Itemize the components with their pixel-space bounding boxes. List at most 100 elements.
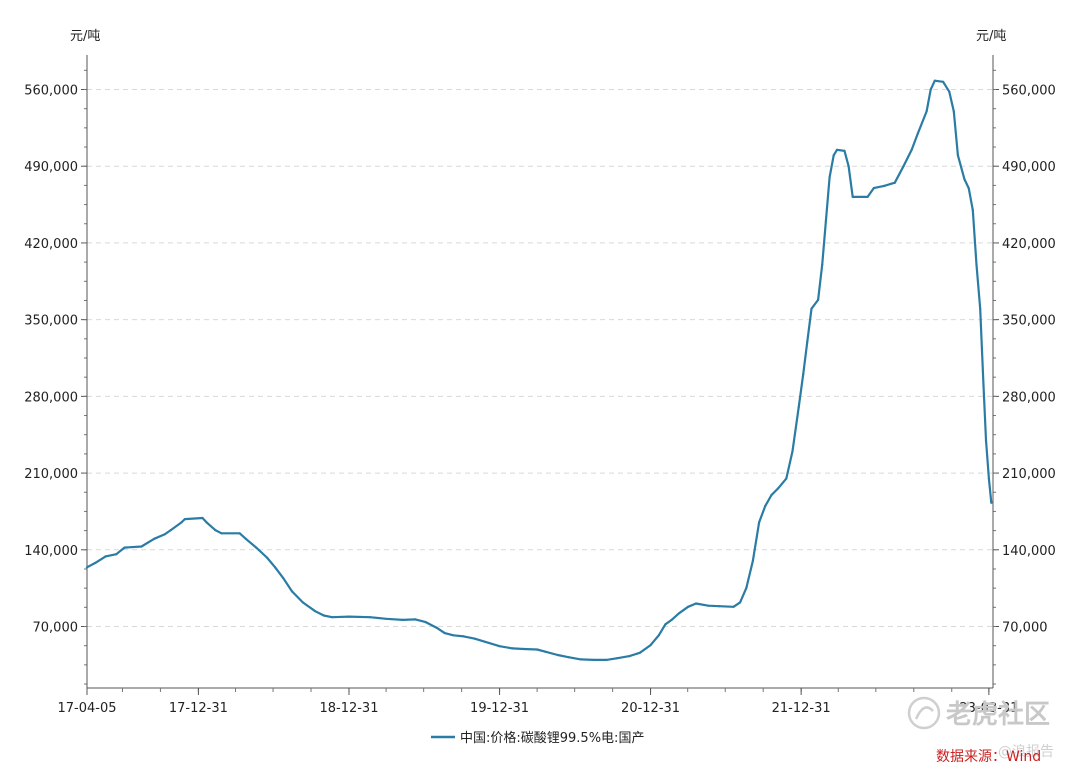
watermark: 老虎社区 @浪报告 bbox=[907, 696, 1054, 760]
data-point bbox=[751, 559, 755, 562]
data-point bbox=[948, 90, 951, 93]
data-point bbox=[843, 149, 846, 152]
data-point bbox=[638, 651, 641, 654]
data-point bbox=[104, 555, 107, 558]
data-point bbox=[785, 477, 788, 480]
data-point bbox=[802, 373, 805, 376]
data-point bbox=[893, 181, 896, 184]
grid-lines bbox=[87, 89, 993, 627]
data-point bbox=[984, 439, 988, 442]
data-point bbox=[872, 187, 875, 190]
data-point bbox=[828, 176, 831, 179]
data-point bbox=[797, 406, 800, 409]
data-point bbox=[987, 477, 991, 480]
x-tick-label: 17-12-31 bbox=[169, 701, 228, 716]
data-point bbox=[290, 590, 294, 593]
data-point bbox=[274, 566, 277, 569]
y-tick-label-right: 420,000 bbox=[1002, 237, 1056, 252]
y-tick-label-right: 70,000 bbox=[1002, 621, 1048, 636]
x-tick-label: 17-04-05 bbox=[57, 701, 116, 716]
data-point bbox=[322, 614, 325, 617]
data-point bbox=[282, 577, 285, 580]
data-point bbox=[265, 556, 268, 559]
data-point bbox=[866, 195, 869, 198]
data-point bbox=[115, 553, 118, 556]
data-point bbox=[414, 618, 417, 621]
data-point bbox=[385, 617, 388, 620]
data-point bbox=[347, 615, 351, 618]
data-point bbox=[883, 184, 886, 187]
y-tick-label-right: 210,000 bbox=[1002, 467, 1056, 482]
data-point bbox=[205, 521, 208, 524]
x-tick-label: 18-12-31 bbox=[319, 701, 378, 716]
data-point bbox=[522, 647, 526, 651]
x-tick-label: 20-12-31 bbox=[621, 701, 680, 716]
data-point bbox=[314, 610, 317, 613]
series-layer bbox=[85, 79, 993, 662]
watermark-logo-icon bbox=[907, 696, 941, 730]
data-point bbox=[244, 537, 247, 540]
x-tick-label: 21-12-31 bbox=[772, 701, 831, 716]
data-point bbox=[758, 521, 761, 524]
data-point bbox=[498, 645, 501, 648]
data-point bbox=[214, 529, 217, 532]
data-point bbox=[990, 501, 993, 504]
data-point bbox=[567, 656, 570, 659]
data-point bbox=[967, 187, 970, 190]
y-tick-label-right: 350,000 bbox=[1002, 314, 1056, 329]
data-point bbox=[916, 132, 920, 135]
data-point bbox=[824, 219, 828, 223]
data-point bbox=[707, 604, 710, 607]
data-point bbox=[511, 647, 514, 650]
data-point bbox=[971, 209, 974, 212]
data-point bbox=[910, 148, 913, 151]
y-tick-label-right: 490,000 bbox=[1002, 160, 1056, 175]
data-point bbox=[670, 618, 673, 622]
data-point bbox=[694, 602, 698, 605]
y-tick-label-right: 280,000 bbox=[1002, 390, 1056, 405]
data-point bbox=[579, 658, 582, 661]
data-point bbox=[963, 178, 966, 181]
data-point bbox=[462, 635, 465, 638]
data-point bbox=[739, 601, 742, 604]
data-point bbox=[544, 650, 547, 653]
data-point bbox=[605, 658, 608, 662]
data-point bbox=[777, 487, 780, 490]
x-tick-label: 19-12-31 bbox=[470, 701, 529, 716]
data-point bbox=[238, 532, 241, 535]
tick-labels: 70,000 70,000 140,000 140,000 210,000 210,000… bbox=[24, 84, 1056, 717]
data-point bbox=[902, 165, 905, 168]
data-point bbox=[443, 632, 446, 635]
data-point bbox=[806, 340, 809, 343]
data-point bbox=[791, 450, 794, 453]
data-point bbox=[925, 110, 928, 113]
data-point bbox=[832, 154, 835, 157]
data-point bbox=[169, 529, 172, 532]
legend: 中国:价格:碳酸锂99.5%电:国产 bbox=[431, 730, 644, 746]
data-point bbox=[847, 165, 850, 168]
data-point bbox=[368, 616, 372, 619]
data-point bbox=[956, 154, 960, 157]
data-point bbox=[473, 637, 476, 640]
data-point bbox=[592, 658, 595, 662]
y-tick-label-left: 280,000 bbox=[24, 390, 78, 405]
y-tick-label-left: 70,000 bbox=[33, 621, 79, 636]
y-tick-label-left: 560,000 bbox=[24, 84, 78, 99]
data-point bbox=[201, 516, 204, 520]
data-point bbox=[810, 307, 813, 310]
data-point bbox=[764, 504, 767, 507]
data-point bbox=[424, 621, 427, 624]
data-point bbox=[536, 648, 539, 651]
data-point bbox=[687, 605, 690, 608]
y-axis-unit-left: 元/吨 bbox=[70, 29, 100, 44]
data-point bbox=[401, 618, 404, 622]
data-point bbox=[952, 110, 955, 113]
legend-label: 中国:价格:碳酸锂99.5%电:国产 bbox=[460, 730, 644, 746]
data-point bbox=[664, 623, 667, 626]
y-tick-label-left: 210,000 bbox=[24, 467, 78, 482]
data-point bbox=[556, 653, 559, 657]
data-point bbox=[817, 298, 820, 301]
x-tick-label: 23-03-31 bbox=[959, 701, 1018, 716]
data-point bbox=[933, 79, 936, 82]
